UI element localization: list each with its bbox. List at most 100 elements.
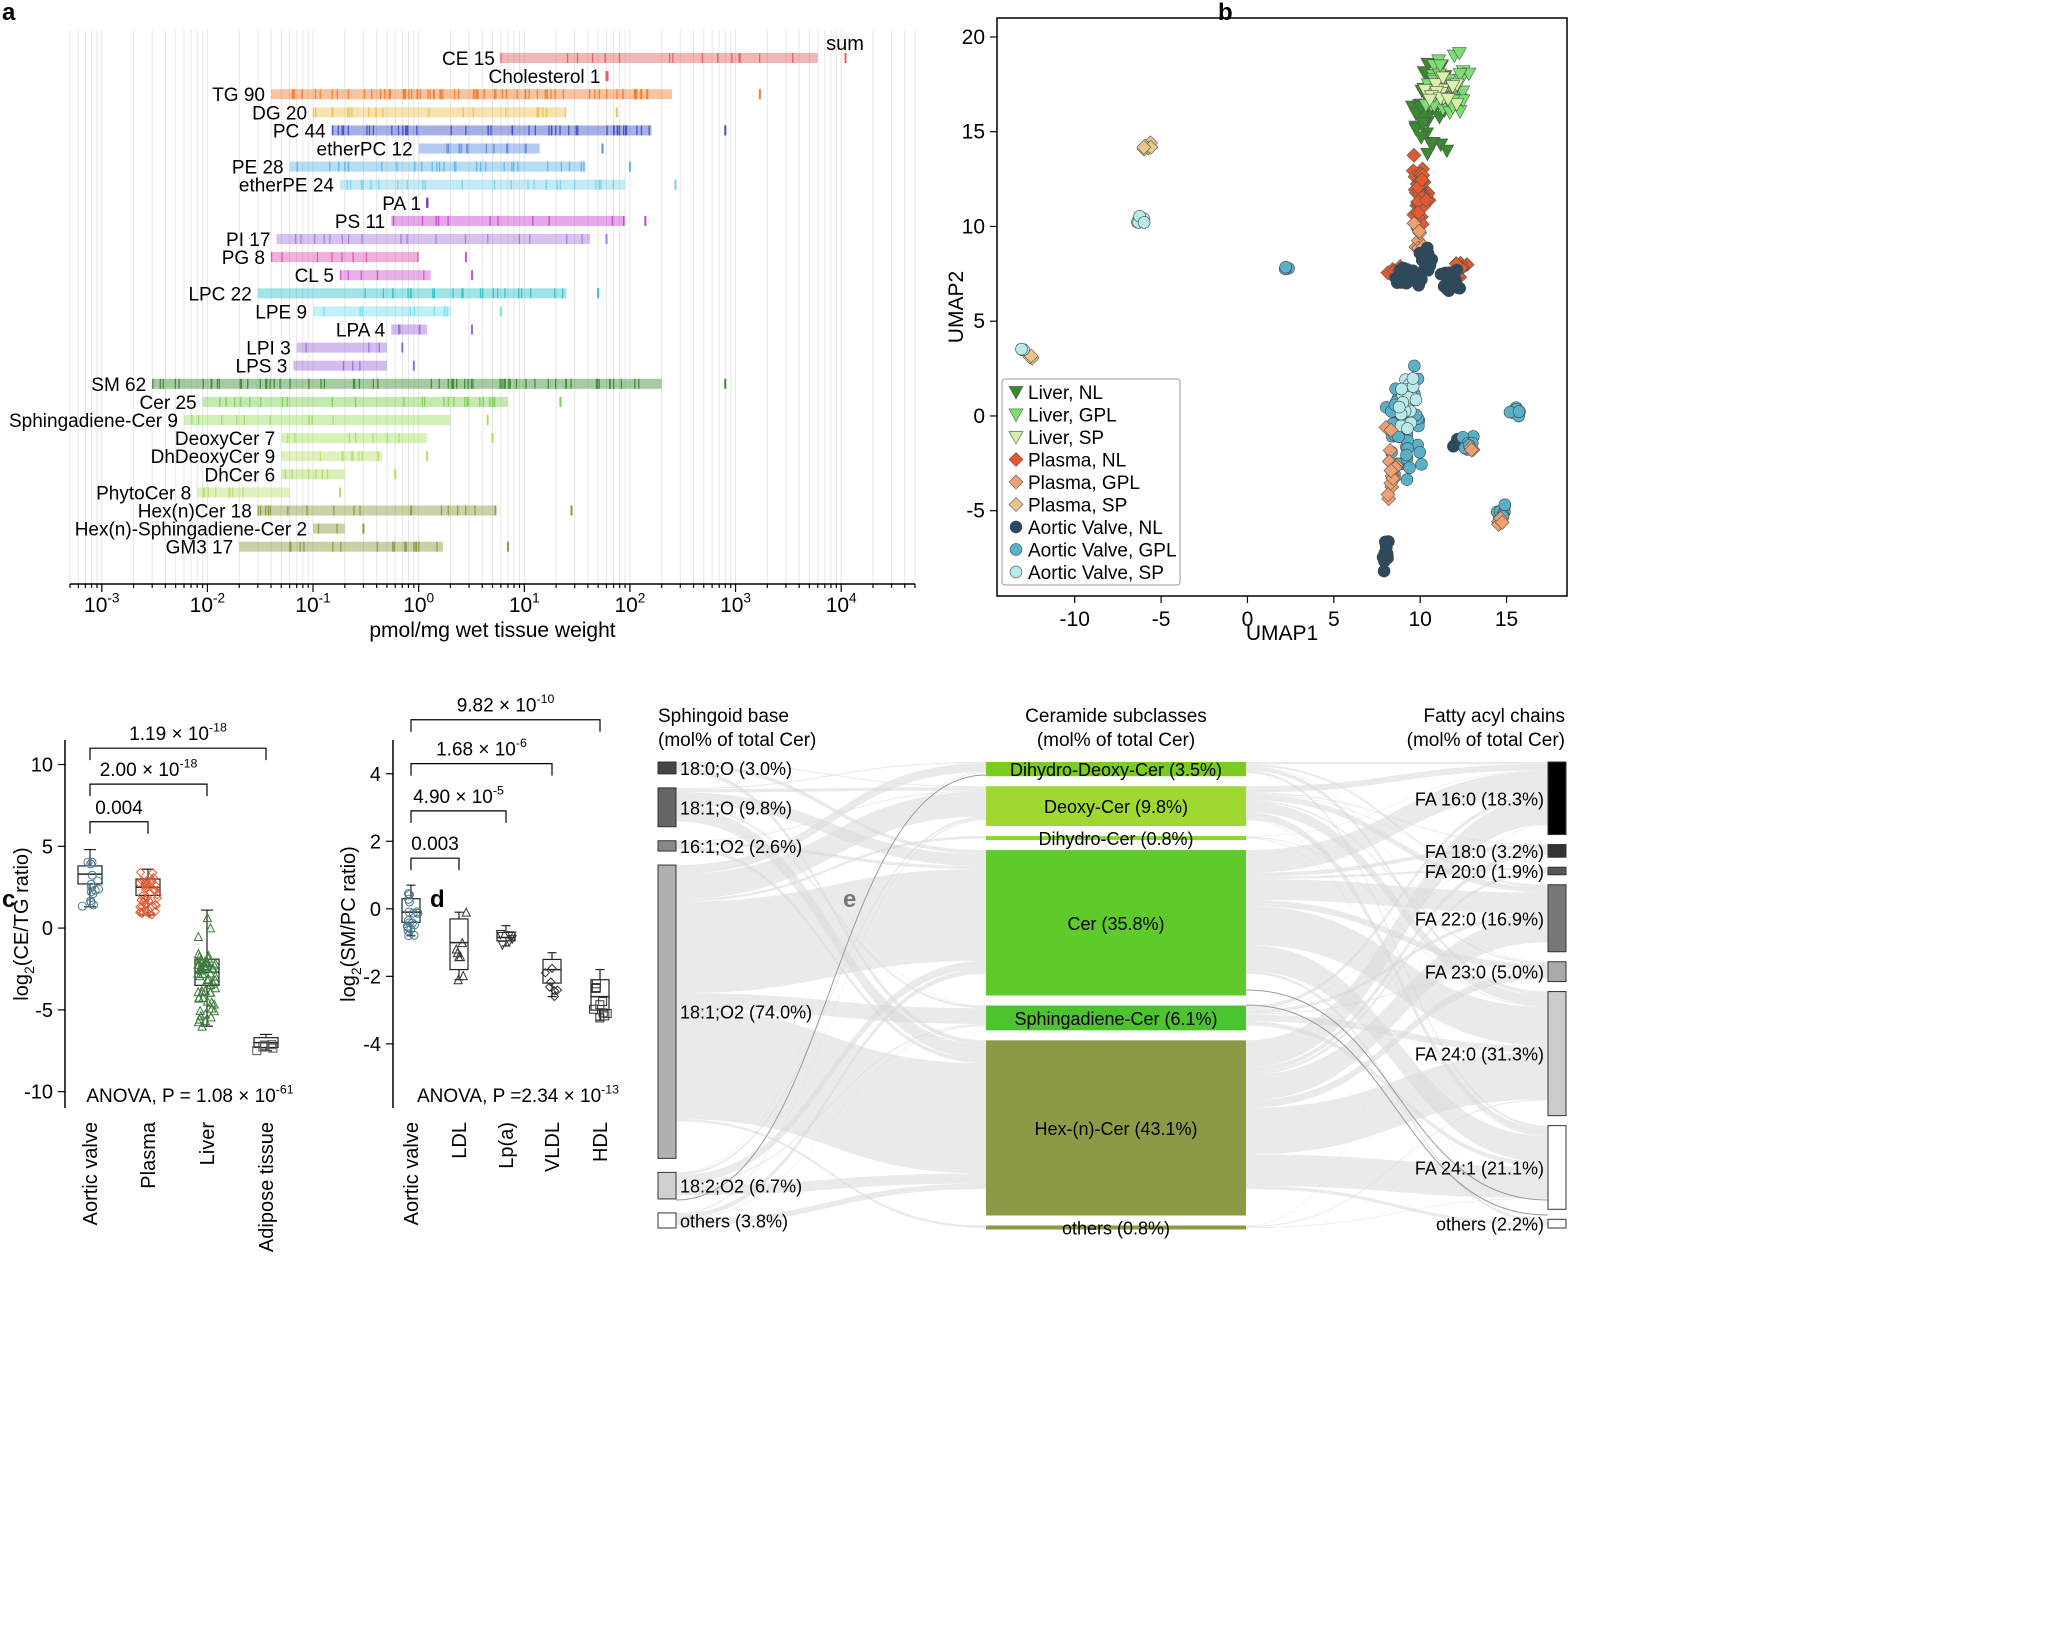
significance-label: 0.003 [411,834,459,855]
x-tick-label-base: 10 [509,594,532,617]
significance-label-exp: -18 [179,757,197,771]
significance-bracket [89,783,208,797]
sankey-ribbon [676,993,986,1024]
x-tick-label: 0 [1242,608,1254,631]
sankey-thin-link [675,774,987,1201]
x-tick-label: 5 [1328,608,1340,631]
data-point [77,901,87,911]
scatter-point [1440,93,1456,107]
significance-label-base: 9.82 × 10 [457,696,537,717]
significance-label-base: 1.19 × 10 [129,724,209,745]
sankey-ribbon [676,1023,986,1186]
box-group [401,884,423,941]
scatter-point [1406,147,1422,163]
sankey-node-right-label: others (2.2%) [1436,1215,1544,1235]
box-iqr [77,865,103,885]
data-point [205,922,216,933]
sankey-ribbon [676,1025,986,1220]
data-point [86,887,96,897]
box-group [77,848,104,911]
sankey-node-left-label: 18:1;O (9.8%) [680,798,792,818]
sankey-node-middle-label: Dihydro-Cer (0.8%) [1038,829,1193,849]
data-point [495,930,506,940]
scatter-point [1415,253,1429,267]
significance-label: 9.82 × 10-10 [457,692,555,717]
class-range-bar [276,234,591,244]
x-tick-label: 102 [614,591,645,617]
significance-label-base: 1.68 × 10 [436,740,516,761]
class-label: CE 15 [442,49,495,70]
sankey-ribbon [1246,770,1548,1129]
panel-c-box-plot: -10 -5 0 5 10 log2(CE/TG ratio) Aortic valve Pl… [11,721,294,1252]
x-tick-label-exp: -2 [213,591,225,606]
anova-label-exp: -61 [276,1082,294,1096]
sankey-ribbon [676,968,986,1219]
y-tick-label: 10 [962,215,985,238]
class-range-bar [418,143,540,154]
class-range-bar [340,179,626,190]
data-point [208,963,219,974]
scatter-point [1415,458,1428,471]
data-point [409,920,419,930]
data-point [206,1011,216,1022]
anova-label: ANOVA, P = 1.08 × 10-61 [86,1082,293,1107]
x-tick-label-base: 10 [614,594,637,617]
box-group [589,968,612,1023]
significance-label: 2.00 × 10-18 [100,757,198,782]
data-point [134,878,144,888]
class-label: LPA 4 [336,321,386,342]
scatter-point [1512,405,1526,418]
class-range-bar [340,270,431,281]
sankey-node-right [1547,1218,1567,1229]
class-label: Hex(n)Cer 18 [138,502,252,523]
box-group [193,909,221,1031]
data-point [552,985,563,995]
box-group [449,907,471,985]
sankey-column-title: (mol% of total Cer) [658,730,816,751]
legend-box [1001,378,1181,586]
legend-marker [1008,452,1024,467]
x-tick-label: 104 [826,591,857,617]
sankey-ribbon [1246,867,1548,880]
sankey-ribbon [1246,970,1548,1015]
data-point [404,931,414,941]
significance-bracket [410,719,601,732]
sankey-ribbon [1246,793,1548,1010]
sankey-node-right [1547,761,1567,836]
class-label: LPE 9 [255,302,307,323]
class-label: PC 44 [273,121,326,142]
category-label: Liver [197,1122,219,1166]
data-point [137,902,147,912]
panel-e-sankey: Sphingoid base (mol% of total Cer) Ceramid… [657,706,1567,1238]
class-label: SM 62 [91,375,146,396]
class-range-bar [500,53,818,63]
sankey-node-middle [986,1225,1246,1230]
data-point [546,977,556,987]
scatter-point [1423,138,1439,152]
scatter-point [1421,264,1435,277]
class-label: Cer 25 [140,393,197,414]
x-tick-label-base: 10 [84,594,107,617]
panel-label-d: d [430,886,445,913]
class-range-bar [313,306,451,317]
sankey-node-right-label: FA 18:0 (3.2%) [1425,842,1544,862]
scatter-point [1408,359,1421,373]
y-axis-title: log2(CE/TG ratio) [11,847,37,1000]
category-label: VLDL [542,1122,564,1172]
data-point [202,995,213,1006]
significance-label: 4.90 × 10-5 [413,783,504,808]
scatter-point [1015,342,1028,356]
data-point [457,937,468,948]
scatter-point [1415,117,1431,132]
class-label: DG 20 [252,103,307,124]
sankey-ribbon [676,763,986,874]
class-range-bar [271,89,672,100]
significance-label-exp: -6 [516,736,527,750]
data-point [87,882,97,892]
sankey-node-right [1547,991,1567,1117]
data-point [148,872,159,883]
y-axis-title-rest: (SM/PC ratio) [338,846,360,967]
sankey-node-right [1547,844,1567,858]
class-range-bar [391,215,626,226]
y-tick-label: 2 [370,831,381,853]
